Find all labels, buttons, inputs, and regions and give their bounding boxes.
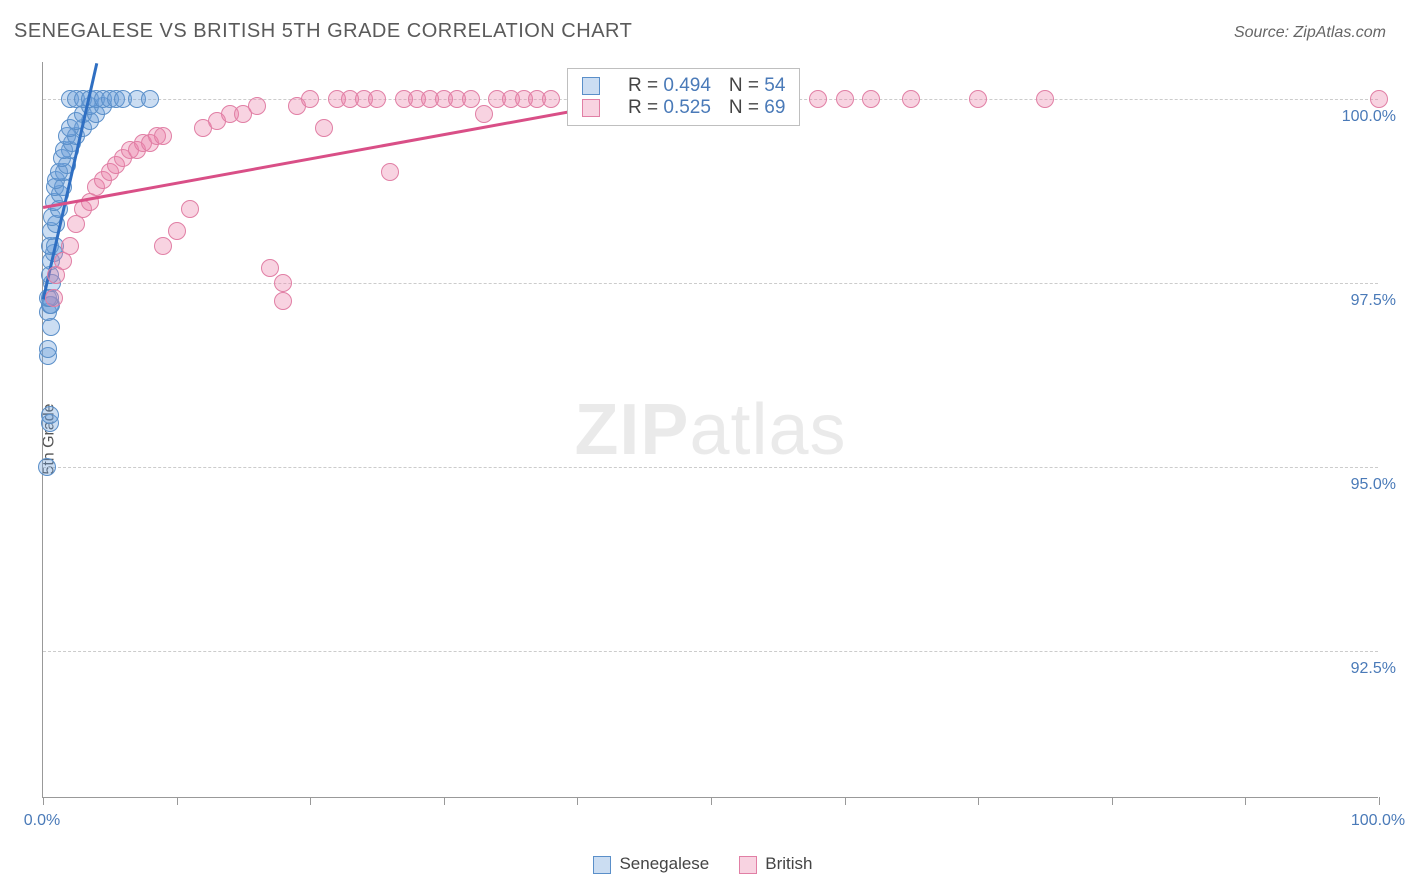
x-tick <box>1112 797 1113 805</box>
data-point <box>1036 90 1054 108</box>
data-point <box>462 90 480 108</box>
x-tick <box>1245 797 1246 805</box>
data-point <box>475 105 493 123</box>
data-point <box>38 458 56 476</box>
data-point <box>1370 90 1388 108</box>
stats-box: R = 0.494 N = 54 R = 0.525 N = 69 <box>567 68 800 126</box>
x-tick <box>43 797 44 805</box>
data-point <box>41 406 59 424</box>
data-point <box>181 200 199 218</box>
x-tick <box>444 797 445 805</box>
y-tick-label: 100.0% <box>1316 108 1396 126</box>
x-tick <box>577 797 578 805</box>
data-point <box>969 90 987 108</box>
grid-line <box>43 651 1378 652</box>
data-point <box>315 119 333 137</box>
y-tick-label: 97.5% <box>1316 292 1396 310</box>
data-point <box>261 259 279 277</box>
watermark-bold: ZIP <box>574 390 689 470</box>
data-point <box>248 97 266 115</box>
series-swatch <box>582 99 600 117</box>
x-tick <box>177 797 178 805</box>
chart-container: SENEGALESE VS BRITISH 5TH GRADE CORRELAT… <box>0 0 1406 892</box>
data-point <box>168 222 186 240</box>
stats-r-label: R = 0.494 <box>628 75 711 97</box>
data-point <box>301 90 319 108</box>
legend-item: Senegalese <box>593 854 709 874</box>
series-swatch <box>582 77 600 95</box>
stats-n-value: 69 <box>764 97 785 118</box>
stats-r-label: R = 0.525 <box>628 97 711 119</box>
x-tick-label: 100.0% <box>1351 812 1405 830</box>
legend-swatch <box>739 856 757 874</box>
legend-label: British <box>765 854 812 873</box>
y-tick-label: 92.5% <box>1316 660 1396 678</box>
x-tick <box>978 797 979 805</box>
legend: Senegalese British <box>0 854 1406 874</box>
data-point <box>809 90 827 108</box>
x-tick <box>845 797 846 805</box>
stats-r-value: 0.494 <box>663 75 711 96</box>
legend-label: Senegalese <box>619 854 709 873</box>
legend-item: British <box>739 854 812 874</box>
data-point <box>381 163 399 181</box>
grid-line <box>43 467 1378 468</box>
grid-line <box>43 283 1378 284</box>
chart-title: SENEGALESE VS BRITISH 5TH GRADE CORRELAT… <box>14 20 632 43</box>
watermark: ZIPatlas <box>574 389 846 471</box>
watermark-light: atlas <box>689 390 846 470</box>
stats-row: R = 0.494 N = 54 <box>582 75 785 97</box>
x-tick <box>1379 797 1380 805</box>
stats-n-label: N = 69 <box>729 97 786 119</box>
x-tick <box>711 797 712 805</box>
data-point <box>61 237 79 255</box>
data-point <box>154 237 172 255</box>
y-tick-label: 95.0% <box>1316 476 1396 494</box>
stats-n-label: N = 54 <box>729 75 786 97</box>
stats-row: R = 0.525 N = 69 <box>582 97 785 119</box>
data-point <box>368 90 386 108</box>
stats-r-value: 0.525 <box>663 97 711 118</box>
stats-n-value: 54 <box>764 75 785 96</box>
data-point <box>274 274 292 292</box>
data-point <box>902 90 920 108</box>
data-point <box>836 90 854 108</box>
source-attribution: Source: ZipAtlas.com <box>1234 24 1386 42</box>
x-tick <box>310 797 311 805</box>
data-point <box>39 340 57 358</box>
data-point <box>141 90 159 108</box>
data-point <box>274 292 292 310</box>
data-point <box>45 289 63 307</box>
x-tick-label: 0.0% <box>24 812 60 830</box>
plot-area: ZIPatlas R = 0.494 N = 54 R = 0.525 N = 69 <box>42 62 1378 798</box>
legend-swatch <box>593 856 611 874</box>
data-point <box>542 90 560 108</box>
data-point <box>862 90 880 108</box>
data-point <box>154 127 172 145</box>
